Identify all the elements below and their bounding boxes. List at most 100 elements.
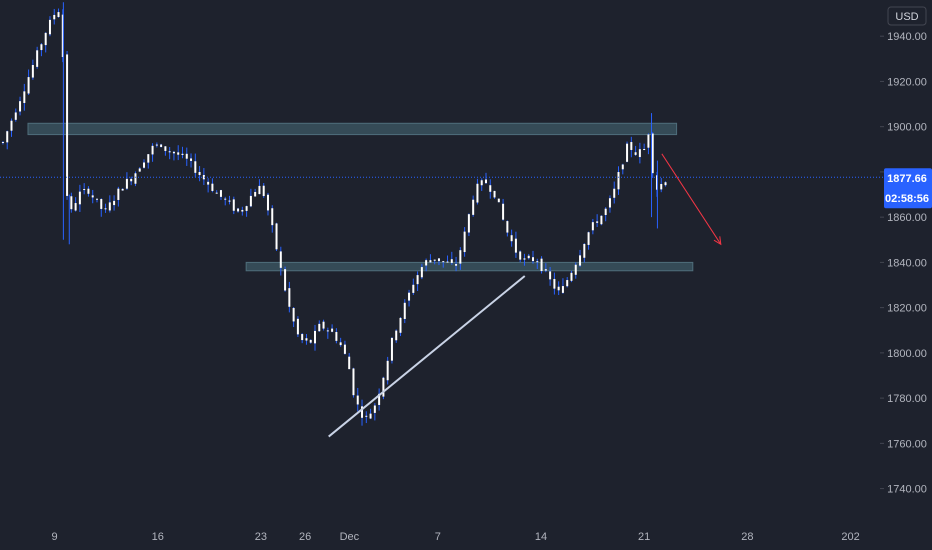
candle-body <box>425 260 428 266</box>
price-tick-label: 1780.00 <box>887 393 927 405</box>
candle-body <box>228 200 231 202</box>
candle-body <box>1 142 4 144</box>
price-tick-label: 1840.00 <box>887 257 927 269</box>
candle-body <box>83 189 86 191</box>
candle-body <box>138 168 141 172</box>
currency-label[interactable]: USD <box>887 6 927 26</box>
candle-body <box>433 259 436 261</box>
candle-body <box>467 214 470 233</box>
candle-body <box>48 19 51 35</box>
candle-body <box>211 183 214 191</box>
candle-body <box>634 152 637 155</box>
forecast-arrow <box>661 153 722 245</box>
candle-body <box>638 149 641 158</box>
candle-body <box>532 257 535 262</box>
price-tick-label: 1900.00 <box>887 122 927 134</box>
candle-body <box>544 269 547 271</box>
candle-body <box>617 172 620 190</box>
candle-body <box>95 198 98 200</box>
candle-body <box>27 77 30 94</box>
candle-body <box>271 208 274 226</box>
candle-body <box>519 251 522 260</box>
candle-body <box>14 112 17 120</box>
candle-body <box>279 251 282 268</box>
candle-body <box>301 334 304 341</box>
time-axis[interactable]: 9 16 23 26 Dec 7 14 21 28 202 <box>51 531 859 543</box>
time-tick-label: 7 <box>435 531 441 543</box>
candle-body <box>78 191 81 205</box>
candle-body <box>164 146 167 151</box>
candle-body <box>348 356 351 370</box>
drawing-annotations <box>328 153 722 438</box>
currency-label-text: USD <box>895 11 918 23</box>
candle-body <box>382 377 385 397</box>
candle-body <box>420 267 423 278</box>
candle-body <box>403 302 406 319</box>
candle-body <box>108 202 111 211</box>
candle-body <box>459 250 462 264</box>
time-tick-label: Dec <box>340 531 360 543</box>
candle-body <box>134 173 137 184</box>
candle-body <box>373 405 376 413</box>
candle-body <box>463 231 466 253</box>
candle-body <box>378 393 381 405</box>
candle-body <box>647 134 650 148</box>
candle-body <box>10 120 13 131</box>
candle-body <box>160 144 163 147</box>
candle-body <box>121 188 124 191</box>
price-tick-label: 1760.00 <box>887 438 927 450</box>
candle-body <box>262 185 265 197</box>
candle-body <box>540 258 543 272</box>
candle-body <box>579 255 582 266</box>
candle-body <box>651 133 654 174</box>
candle-body <box>621 164 624 170</box>
candle-body <box>309 339 312 343</box>
candle-body <box>292 308 295 322</box>
candle-body <box>284 269 287 291</box>
current-price-value: 1877.66 <box>887 173 927 185</box>
price-axis[interactable]: 1740.00 1760.00 1780.00 1800.00 1820.00 1840.… <box>880 31 927 496</box>
candle-body <box>442 261 445 263</box>
candle-body <box>104 208 107 210</box>
price-tick-label: 1920.00 <box>887 76 927 88</box>
candle-body <box>125 178 128 189</box>
candle-body <box>168 151 171 153</box>
candle-body <box>40 44 43 51</box>
time-tick-label: 26 <box>299 531 311 543</box>
candle-body <box>549 271 552 280</box>
candle-body <box>326 330 329 332</box>
candle-body <box>356 395 359 405</box>
candle-body <box>87 188 90 194</box>
time-tick-label: 21 <box>638 531 650 543</box>
candle-body <box>237 208 240 212</box>
candle-body <box>185 153 188 159</box>
candle-body <box>207 181 210 185</box>
candle-body <box>232 199 235 211</box>
candle-body <box>664 182 667 186</box>
candle-body <box>53 14 56 20</box>
support-zone <box>245 261 694 272</box>
candle-body <box>365 415 368 417</box>
candle-body <box>600 215 603 225</box>
candle-body <box>339 342 342 346</box>
candle-body <box>574 264 577 275</box>
annotation-zones <box>27 122 694 272</box>
price-tick-label: 1860.00 <box>887 212 927 224</box>
forecast-arrow-head <box>713 236 722 246</box>
time-tick-label: 14 <box>535 531 547 543</box>
candle-body <box>190 158 193 161</box>
candle-body <box>100 199 103 209</box>
candle-body <box>181 153 184 155</box>
candle-body <box>561 286 564 293</box>
candle-body <box>19 101 22 112</box>
candle-body <box>429 260 432 263</box>
candle-body <box>553 278 556 289</box>
price-tick-label: 1800.00 <box>887 348 927 360</box>
candle-body <box>660 184 663 190</box>
candle-body <box>219 190 222 197</box>
candle-body <box>497 198 500 203</box>
candle-body <box>566 280 569 287</box>
candle-body <box>472 199 475 215</box>
candle-body <box>536 261 539 263</box>
